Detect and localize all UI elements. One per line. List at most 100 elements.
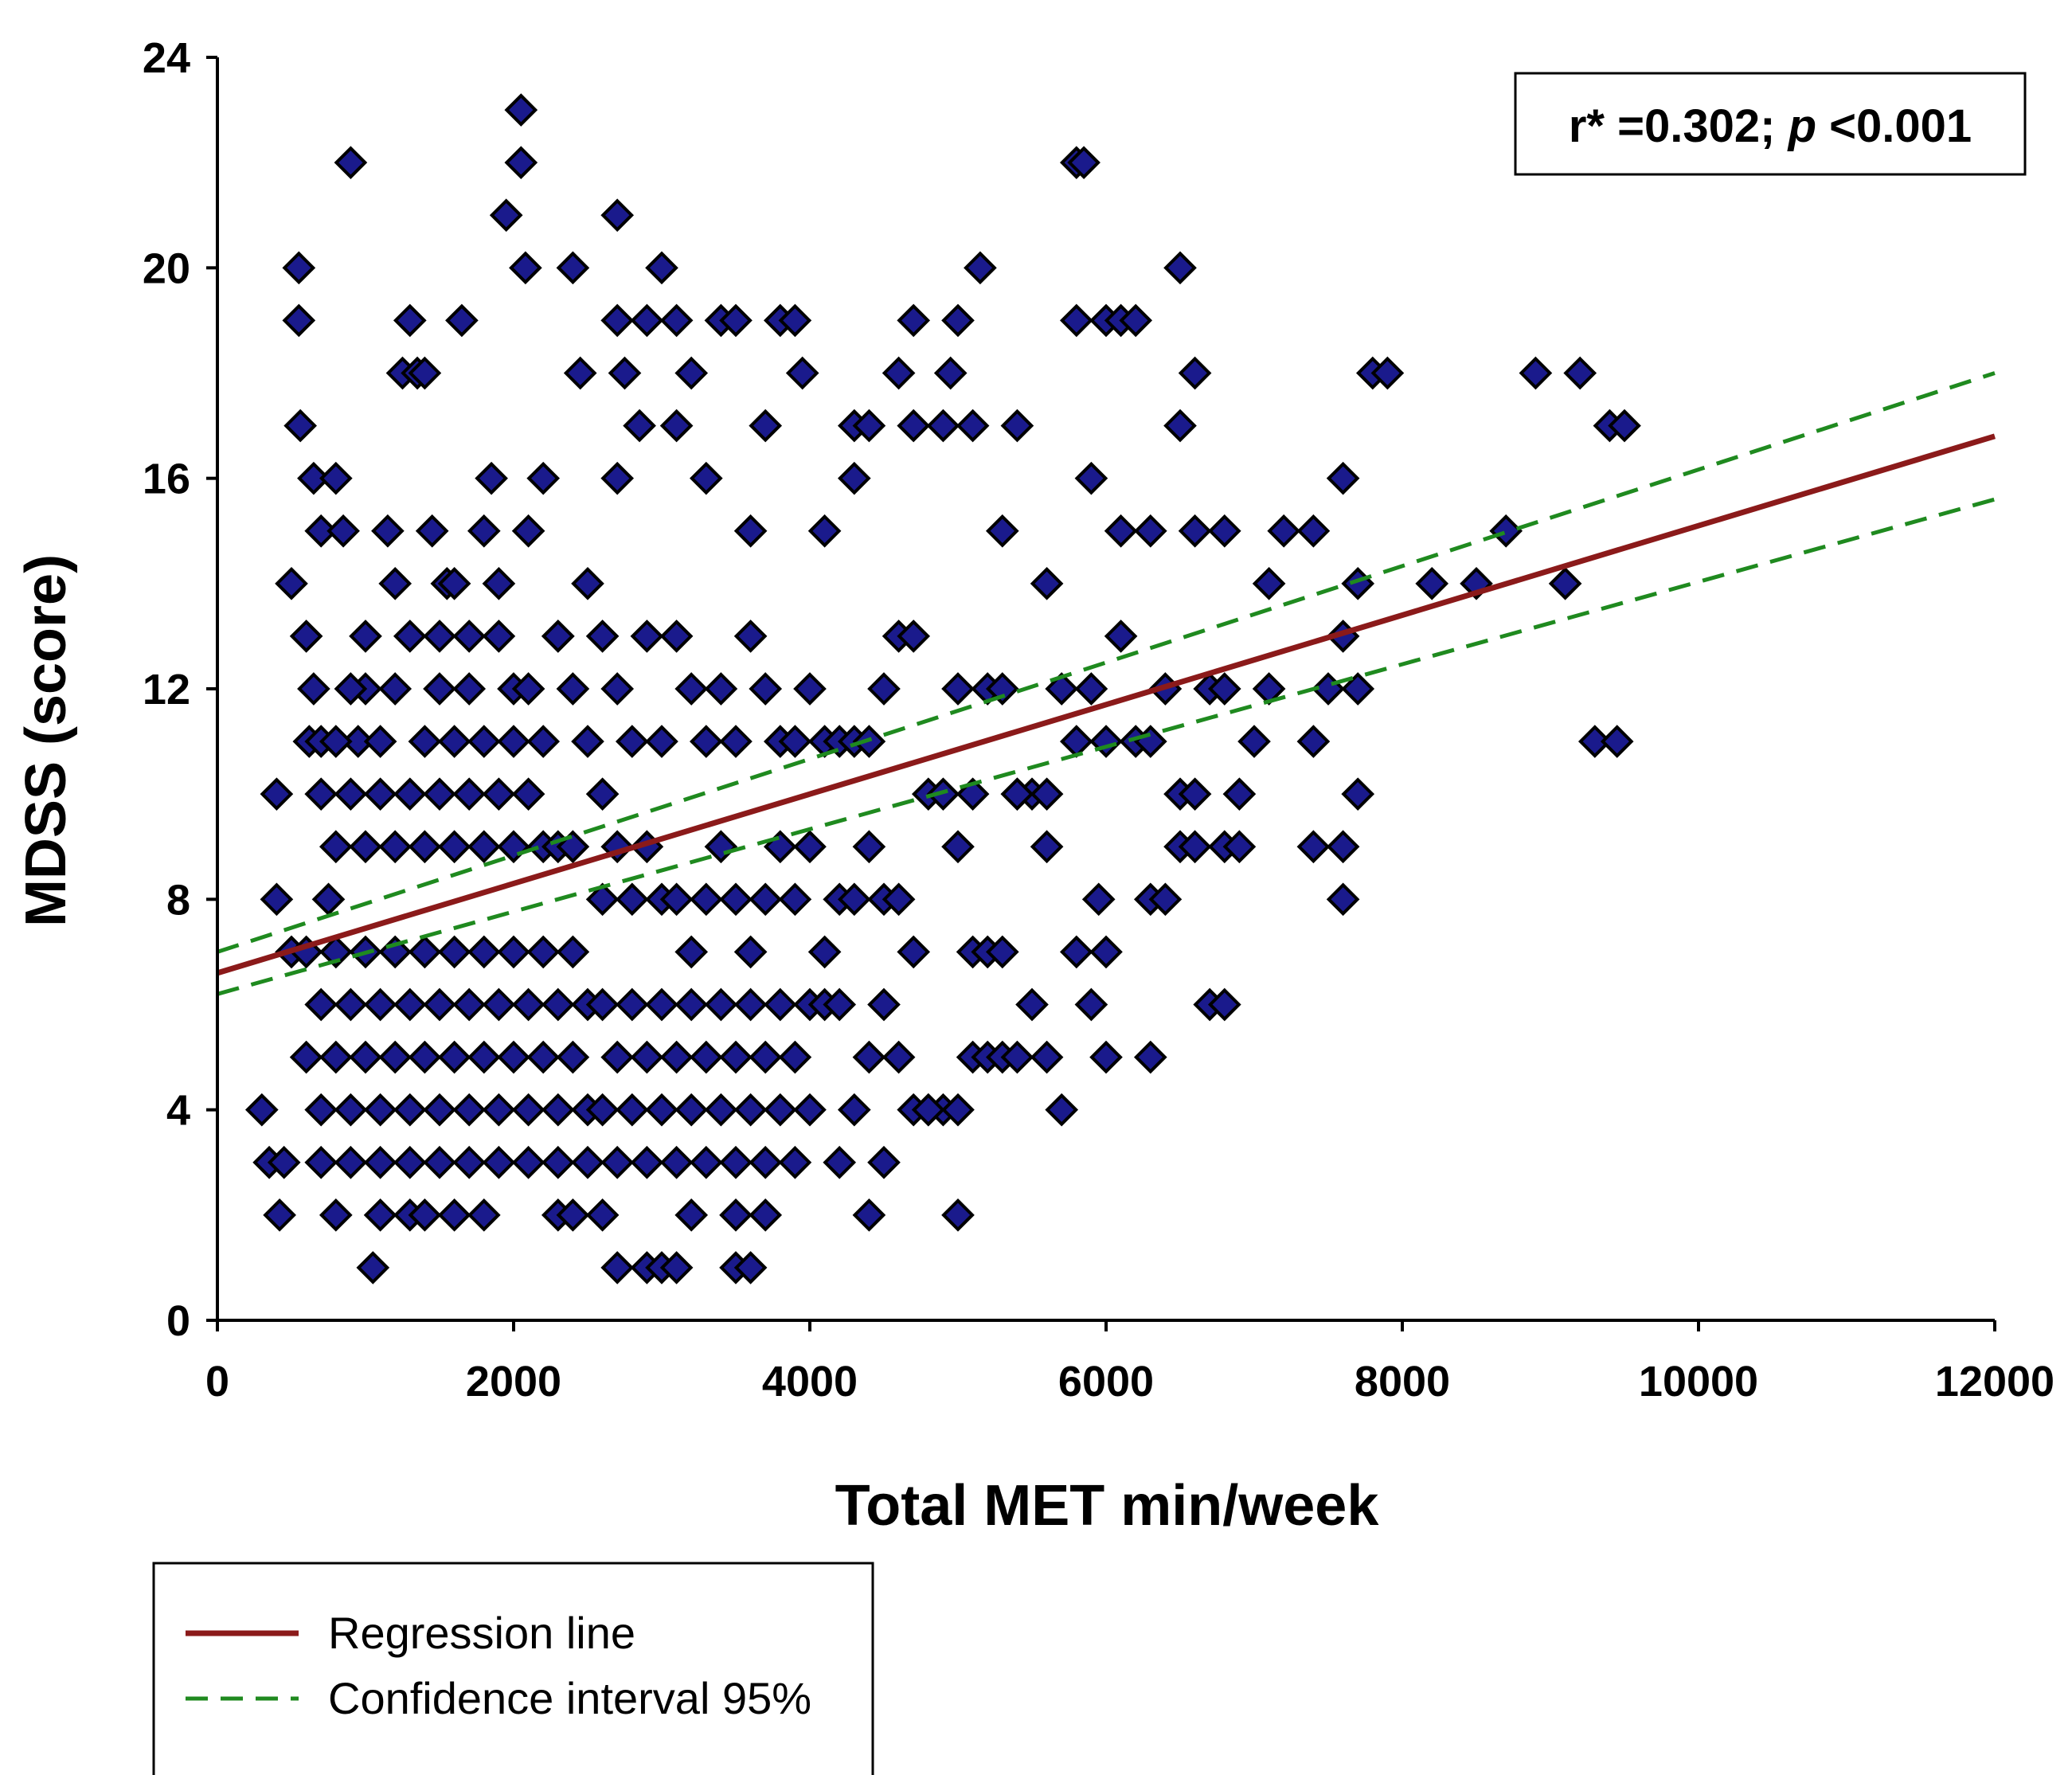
data-point <box>526 1040 561 1074</box>
data-point <box>585 882 620 917</box>
data-point <box>349 620 382 653</box>
data-point <box>785 356 819 390</box>
data-point <box>363 725 397 758</box>
x-tick-label: 8000 <box>1355 1358 1450 1406</box>
data-point <box>1207 514 1241 548</box>
data-point <box>985 672 1019 706</box>
data-point <box>837 1093 871 1127</box>
data-point <box>334 1093 368 1127</box>
data-point <box>1067 146 1101 179</box>
data-point <box>504 93 538 127</box>
data-point <box>504 146 538 179</box>
data-point <box>749 882 783 917</box>
data-point <box>630 620 664 653</box>
data-point <box>482 1093 516 1127</box>
data-point <box>882 1040 916 1074</box>
data-point <box>719 882 753 917</box>
r-statistic: r* =0.302; <box>1569 100 1789 152</box>
data-point <box>1030 777 1064 811</box>
data-point <box>749 409 783 443</box>
data-point <box>659 1145 694 1179</box>
data-point <box>1341 672 1375 706</box>
data-point <box>585 987 620 1022</box>
data-point <box>1133 1040 1167 1074</box>
data-point <box>1045 1093 1079 1127</box>
data-point <box>334 146 368 179</box>
data-point <box>541 1093 575 1127</box>
data-point <box>1267 514 1301 548</box>
data-point <box>1045 672 1079 706</box>
data-point <box>1133 514 1167 548</box>
data-point <box>897 303 931 338</box>
data-point <box>1104 620 1138 653</box>
data-point <box>659 882 694 917</box>
data-point <box>985 935 1019 969</box>
data-point <box>267 1145 301 1179</box>
data-point <box>437 1040 471 1074</box>
data-point <box>585 1198 620 1232</box>
data-point <box>852 1198 886 1232</box>
data-point <box>437 725 471 758</box>
data-point <box>941 1093 975 1127</box>
data-point <box>511 1093 545 1127</box>
data-point <box>556 1198 590 1232</box>
data-point <box>334 777 368 811</box>
data-point <box>319 830 353 864</box>
data-point <box>1074 987 1108 1022</box>
data-point <box>733 1251 768 1284</box>
data-point <box>689 882 723 917</box>
data-point <box>985 514 1019 548</box>
data-point <box>1104 514 1138 548</box>
data-point <box>630 1040 664 1074</box>
data-point <box>719 1040 753 1074</box>
data-point <box>349 1040 382 1074</box>
data-point <box>1163 409 1197 443</box>
data-point <box>763 1093 797 1127</box>
data-point <box>1178 777 1212 811</box>
data-point <box>1030 567 1064 600</box>
data-point <box>563 356 597 390</box>
data-point <box>733 620 768 653</box>
data-point <box>733 987 768 1022</box>
data-point <box>763 830 797 864</box>
data-point <box>674 356 709 390</box>
data-point <box>393 777 427 811</box>
data-point <box>526 725 561 758</box>
data-point <box>467 725 501 758</box>
data-point <box>467 514 501 548</box>
data-point <box>763 987 797 1022</box>
data-point <box>852 409 886 443</box>
data-point <box>1178 514 1212 548</box>
data-point <box>837 882 871 917</box>
data-point <box>571 567 604 600</box>
data-point <box>807 935 842 969</box>
data-point <box>719 725 753 758</box>
data-point <box>749 1145 783 1179</box>
data-point <box>378 830 412 864</box>
axes: 0 4 8 12 16 20 24 0 2000 4000 6000 8000 10000 12000 <box>143 34 2054 1406</box>
data-point <box>467 1040 501 1074</box>
data-point <box>437 1198 471 1232</box>
data-point <box>778 882 812 917</box>
data-point <box>363 777 397 811</box>
data-point <box>282 251 316 285</box>
data-point <box>1074 461 1108 495</box>
data-point <box>260 777 294 811</box>
data-point <box>319 1040 353 1074</box>
data-point <box>297 672 330 706</box>
data-point <box>467 1198 501 1232</box>
data-point <box>623 409 656 443</box>
legend-label-regression: Regression line <box>328 1608 635 1658</box>
data-point <box>1222 830 1257 864</box>
data-point <box>1178 356 1212 390</box>
data-point <box>1519 356 1553 390</box>
data-point <box>897 409 931 443</box>
data-point <box>541 987 575 1022</box>
data-point <box>283 409 317 443</box>
data-point <box>489 198 523 233</box>
data-point <box>585 777 620 811</box>
data-point <box>600 303 635 338</box>
data-point <box>600 1040 635 1074</box>
data-point <box>497 725 530 758</box>
